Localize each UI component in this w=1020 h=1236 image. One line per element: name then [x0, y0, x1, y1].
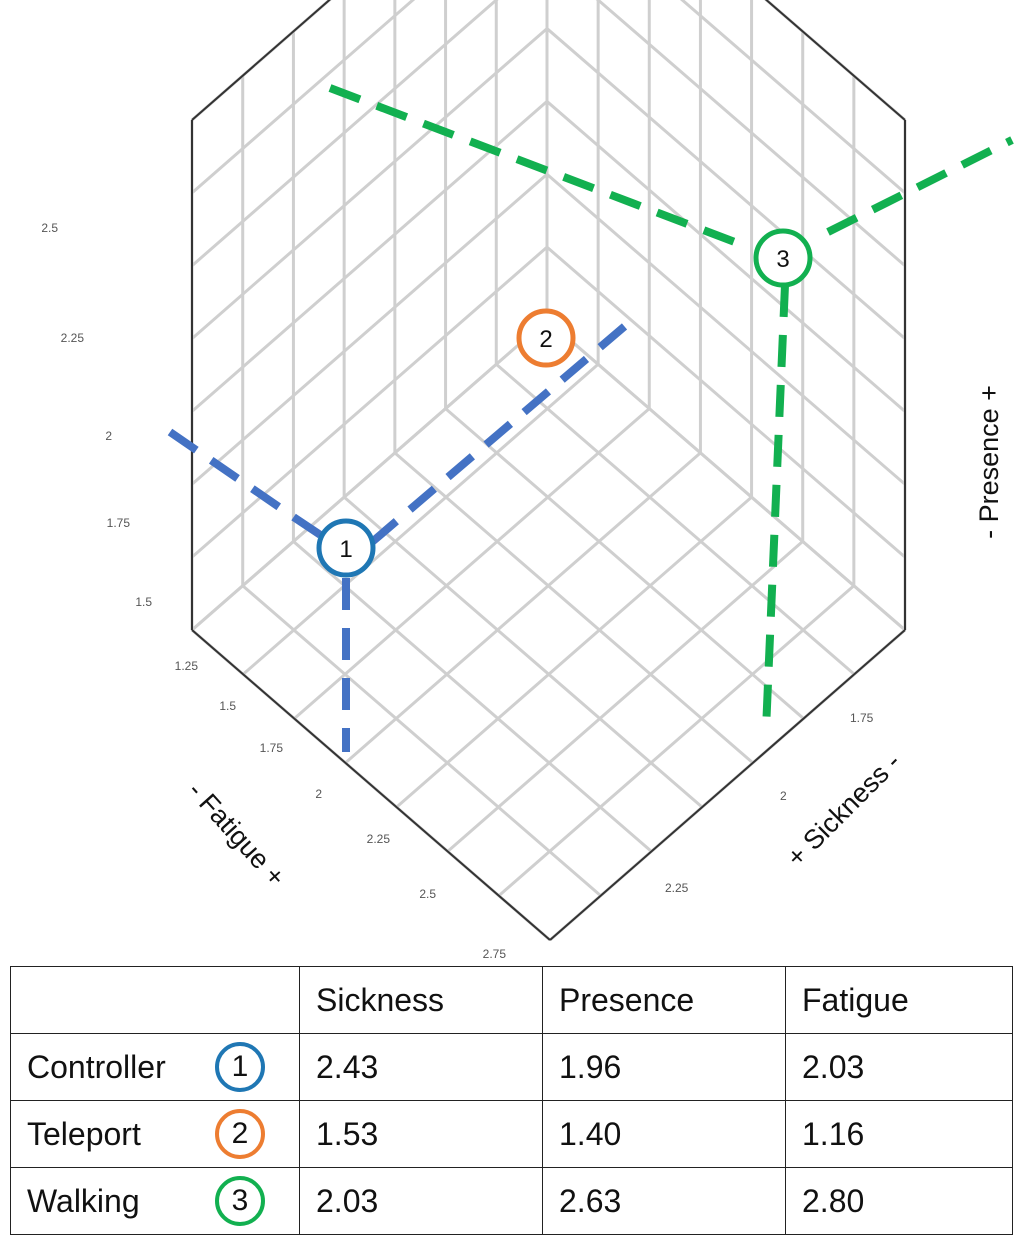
- method-label: Teleport: [27, 1115, 141, 1152]
- grid-line: [292, 540, 653, 853]
- grid-line: [393, 451, 754, 764]
- point-marker: 3: [753, 228, 813, 288]
- grid-line: [395, 496, 753, 809]
- marker-label: 2: [539, 326, 552, 353]
- grid-line: [191, 100, 548, 413]
- grid-line: [764, 0, 906, 122]
- grid-line: [495, 363, 856, 676]
- table-row: Controller 1 2.43 1.96 2.03: [10, 1033, 1013, 1101]
- axis-title-sickness: + Sickness -: [781, 747, 907, 873]
- sickness-cell: 2.43: [299, 1033, 543, 1101]
- tick-label: 2.5: [41, 221, 58, 235]
- grid-line: [191, 0, 332, 122]
- walking-guide-line: [826, 136, 1014, 236]
- grid-line: [444, 407, 805, 720]
- cube-frame: [191, 0, 906, 941]
- header-cell: Fatigue: [785, 966, 1013, 1034]
- grid-line: [546, 318, 906, 632]
- grid-line: [497, 584, 855, 897]
- grid-line: [546, 173, 906, 486]
- cube-edge: [191, 0, 331, 121]
- fatigue-cell: 2.80: [785, 1167, 1013, 1235]
- badge-teleport: 2: [215, 1109, 265, 1159]
- cube-edge: [191, 629, 551, 941]
- grid-line: [446, 540, 804, 853]
- marker-label: 3: [776, 246, 789, 273]
- grid-line: [679, 0, 906, 194]
- grid-line: [191, 318, 548, 632]
- guide-lines: [167, 84, 1014, 752]
- tick-label: 2.25: [367, 832, 391, 846]
- controller-guide-line: [369, 322, 628, 546]
- fatigue-cell: 2.03: [785, 1033, 1013, 1101]
- tick-label: 1.75: [850, 711, 874, 725]
- presence-cell: 1.40: [542, 1100, 786, 1168]
- sickness-cell: 1.53: [299, 1100, 543, 1168]
- marker-circle: [753, 228, 813, 288]
- grid-line: [191, 0, 499, 267]
- table-header-row: Sickness Presence Fatigue: [10, 966, 1013, 1034]
- walking-guide-line: [328, 84, 742, 248]
- results-table: Sickness Presence Fatigue Controller 1 2…: [10, 966, 1013, 1235]
- grid-line: [191, 246, 548, 559]
- header-cell: Sickness: [299, 966, 543, 1034]
- axis-ticks: 1.5 1.75 2 2.25 2.5 1.25 1.5 1.75 2 2.25 2.5 2.75 1.…: [41, 221, 873, 960]
- tick-label: 2.75: [483, 947, 507, 960]
- method-label: Walking: [27, 1182, 140, 1219]
- header-cell: Presence: [542, 966, 786, 1034]
- presence-cell: 2.63: [542, 1167, 786, 1235]
- table-row: Walking 3 2.03 2.63 2.80: [10, 1167, 1013, 1235]
- point-markers: 1 2 3: [316, 228, 813, 578]
- tick-label: 2.5: [419, 887, 436, 901]
- grid-line: [242, 363, 600, 676]
- marker-circle: [516, 308, 576, 368]
- controller-guide-line: [167, 428, 325, 540]
- method-label: Controller: [27, 1048, 166, 1085]
- marker-label: 1: [339, 536, 352, 563]
- grid-line: [546, 27, 906, 340]
- tick-label: 2: [780, 789, 787, 803]
- sickness-cell: 2.03: [299, 1167, 543, 1235]
- method-cell: Controller 1: [10, 1033, 300, 1101]
- axis-title-fatigue: - Fatigue +: [182, 776, 291, 893]
- grid-line: [546, 246, 906, 559]
- cube-edge: [549, 629, 906, 941]
- grid-line: [293, 407, 651, 720]
- fatigue-cell: 1.16: [785, 1100, 1013, 1168]
- tick-label: 1.5: [135, 595, 152, 609]
- grid-lines: [190, 0, 907, 942]
- grid-line: [191, 27, 548, 340]
- method-cell: Walking 3: [10, 1167, 300, 1235]
- grid-line: [191, 0, 416, 194]
- axis-title-presence: - Presence +: [974, 385, 1004, 539]
- tick-label: 1.5: [219, 699, 236, 713]
- walking-guide-line: [762, 284, 789, 731]
- grid-line: [344, 451, 702, 764]
- header-cell: [10, 966, 300, 1034]
- grid-line: [241, 584, 602, 897]
- grid-line: [595, 0, 906, 267]
- badge-controller: 1: [215, 1042, 265, 1092]
- grid-line: [343, 496, 704, 809]
- tick-label: 1.75: [260, 741, 284, 755]
- tick-label: 1.75: [107, 516, 131, 530]
- tick-label: 2: [315, 787, 322, 801]
- tick-label: 1.25: [175, 659, 199, 673]
- badge-walking: 3: [215, 1176, 265, 1226]
- point-marker: 1: [316, 518, 376, 578]
- marker-circle: [316, 518, 376, 578]
- table-row: Teleport 2 1.53 1.40 1.16: [10, 1100, 1013, 1168]
- grid-line: [546, 100, 906, 413]
- tick-label: 2.25: [665, 881, 689, 895]
- tick-label: 2.25: [61, 331, 85, 345]
- cube-edge: [764, 0, 906, 121]
- method-cell: Teleport 2: [10, 1100, 300, 1168]
- point-marker: 2: [516, 308, 576, 368]
- chart-3d-cube: 1.5 1.75 2 2.25 2.5 1.25 1.5 1.75 2 2.25 2.5 2.75 1.…: [41, 0, 1014, 960]
- presence-cell: 1.96: [542, 1033, 786, 1101]
- tick-label: 2: [105, 429, 112, 443]
- grid-line: [191, 173, 548, 486]
